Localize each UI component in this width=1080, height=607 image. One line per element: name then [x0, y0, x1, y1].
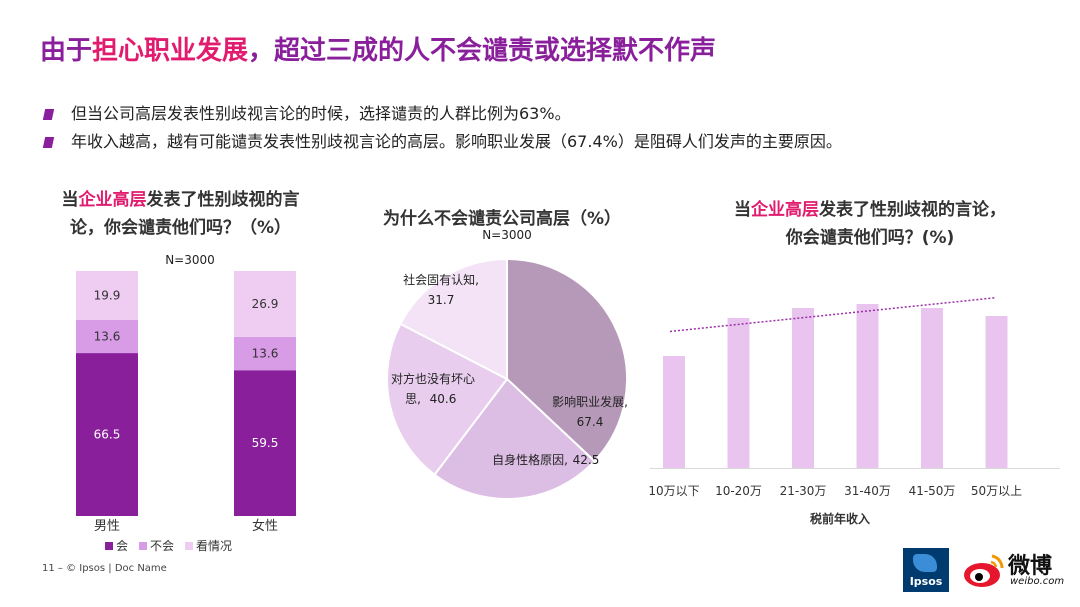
chart3-tick-label: 41-50万 — [909, 484, 956, 498]
weibo-eye-icon — [964, 554, 1004, 587]
headline-highlight: 担心职业发展 — [92, 36, 249, 66]
chart1-bar-segment — [76, 271, 138, 320]
chart2-slice — [399, 257, 508, 381]
chart3-trendline — [669, 297, 996, 333]
chart1-legend-label: 看情况 — [196, 539, 232, 553]
weibo-logo: 微博 weibo.com — [962, 548, 1072, 592]
chart1-bar-segment — [76, 319, 138, 354]
chart1-category-label: 男性 — [94, 519, 120, 534]
chart2-note: N=3000 — [482, 228, 532, 242]
chart1-data-label: 19.9 — [94, 288, 121, 302]
weibo-url: weibo.com — [1010, 576, 1065, 587]
chart1-legend-swatch — [139, 542, 147, 550]
chart3-bar — [663, 356, 685, 468]
chart2-slice-label: 自身性格原因, — [492, 452, 568, 467]
chart1-bar-segment — [76, 353, 138, 516]
chart2-title: 为什么不会谴责公司高层（%） — [383, 209, 622, 229]
chart3-tick-label: 50万以上 — [971, 484, 1022, 498]
ipsos-logo: Ipsos — [903, 548, 949, 592]
chart1-bar-segment — [234, 336, 296, 371]
footer-text: 11 – © Ipsos | Doc Name — [42, 563, 167, 574]
chart2-slice-label: 对方也没有坏心 — [391, 371, 475, 386]
bullet-1: 但当公司高层发表性别歧视言论的时候，选择谴责的人群比例为63%。 — [42, 100, 571, 124]
chart2-value-label: 67.4 — [577, 415, 604, 429]
chart1-data-label: 13.6 — [252, 347, 279, 361]
weibo-wordmark: 微博 — [1008, 554, 1053, 579]
chart1-data-label: 26.9 — [252, 297, 279, 311]
chart3-tick-label: 31-40万 — [844, 484, 891, 498]
chart3-bar — [856, 304, 879, 468]
chart3-tick-label: 10-20万 — [715, 484, 762, 498]
chart1-title: 当企业高层发表了性别歧视的言 论，你会谴责他们吗？（%） — [61, 190, 300, 238]
chart1-note: N=3000 — [165, 253, 215, 267]
chart3-bar — [921, 308, 943, 468]
chart3-tick-label: 21-30万 — [780, 484, 827, 498]
chart1-legend-swatch — [185, 542, 193, 550]
chart1-category-label: 女性 — [252, 518, 278, 534]
chart1-data-label: 59.5 — [252, 436, 279, 450]
chart3-x-axis-label: 税前年收入 — [810, 511, 870, 526]
chart1-data-label: 13.6 — [94, 329, 121, 343]
chart2-slice-label: 社会固有认知, — [403, 272, 479, 287]
chart3-tick-label: 10万以下 — [648, 484, 699, 498]
bullet-2: 年收入越高，越有可能谴责发表性别歧视言论的高层。影响职业发展（67.4%）是阻碍… — [42, 128, 842, 152]
chart1-bar-segment — [234, 271, 296, 337]
bullet-marker-icon — [42, 109, 55, 120]
chart2-slice-label: 思, — [405, 392, 421, 406]
ipsos-logo-mark-icon — [913, 554, 937, 572]
chart3-bar — [727, 318, 750, 468]
chart2-value-label: 31.7 — [428, 293, 455, 307]
page-headline: 由于担心职业发展，超过三成的人不会谴责或选择默不作声 — [40, 36, 717, 66]
chart3-title: 当企业高层发表了性别歧视的言论， 你会谴责他们吗？(%) — [734, 200, 1006, 248]
chart2-slice — [433, 377, 596, 500]
chart1-legend-label: 不会 — [150, 539, 174, 553]
chart1-bar-segment — [234, 370, 296, 516]
chart1-data-label: 66.5 — [94, 428, 121, 442]
chart1-legend-label: 会 — [116, 539, 128, 553]
chart3-bar — [792, 308, 814, 468]
chart1-legend-swatch — [105, 542, 113, 550]
bullet-marker-icon — [42, 137, 55, 148]
chart2-value-label: 42.5 — [573, 453, 600, 467]
chart3-bar — [985, 316, 1008, 468]
chart2-value-label: 40.6 — [430, 392, 457, 406]
chart2-slice — [386, 322, 509, 477]
chart1-stacked-bar: N=3000 66.5 13.6 19.9 男性 59.5 13.6 26.9 女性会 不会 看情况 — [76, 253, 296, 553]
chart2-slice — [506, 257, 628, 463]
chart2-slice-label: 影响职业发展, — [552, 394, 628, 409]
